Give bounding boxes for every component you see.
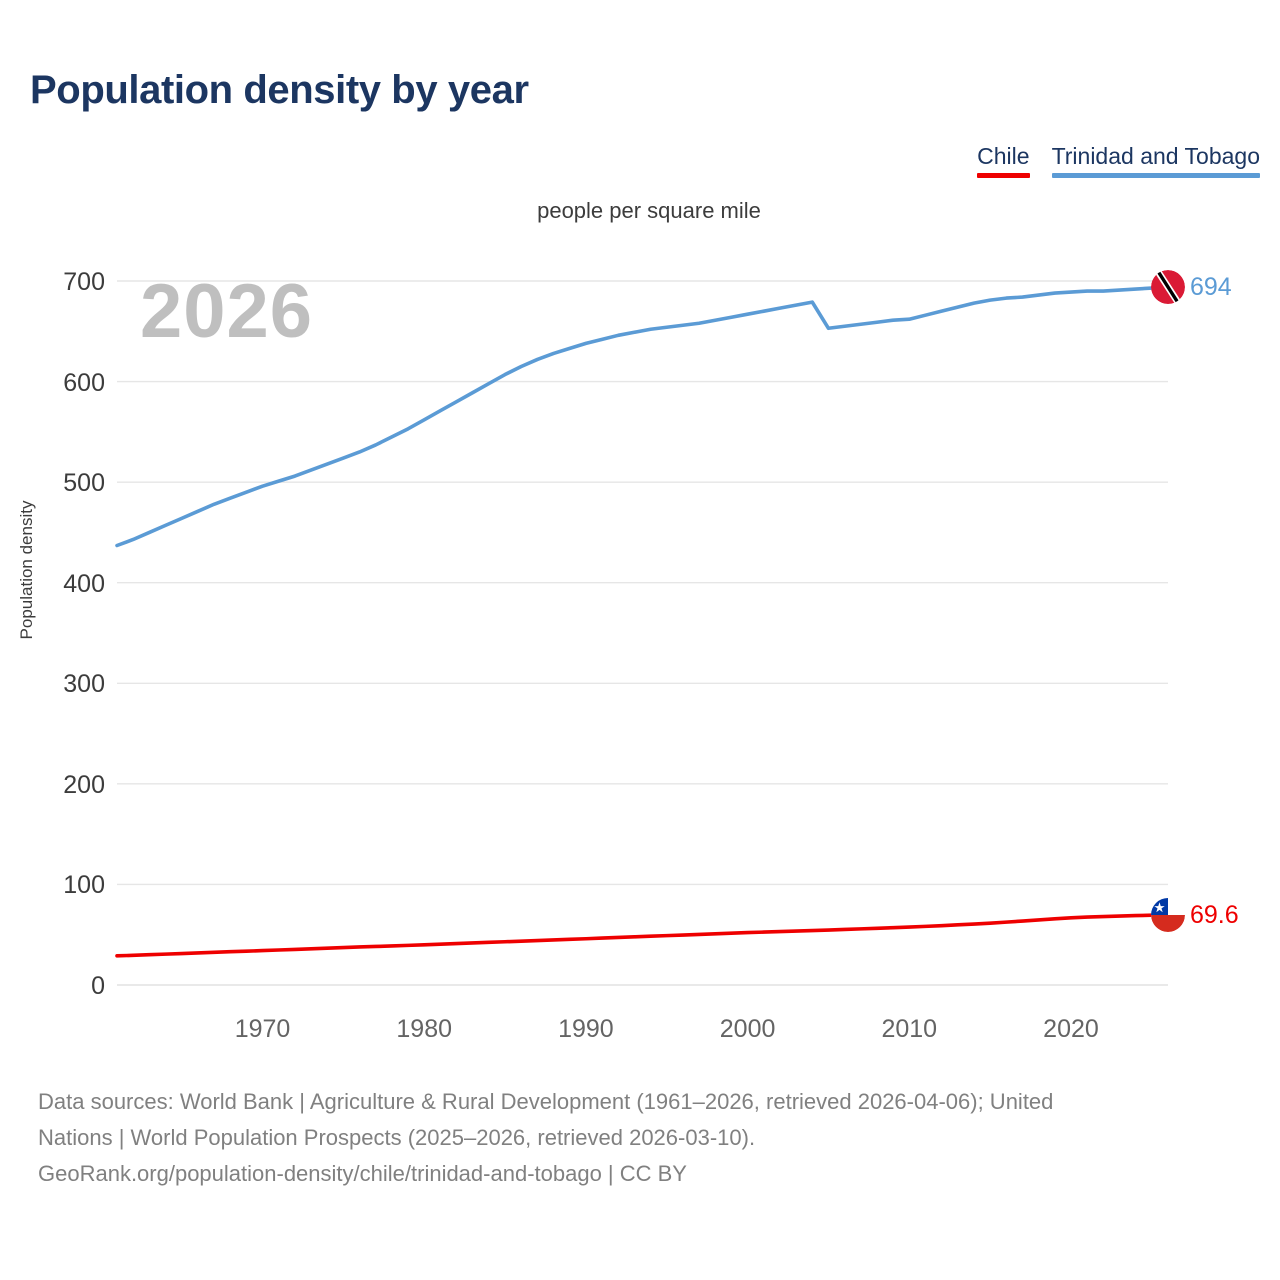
chart-legend: Chile Trinidad and Tobago bbox=[977, 143, 1260, 178]
footer-sources: Data sources: World Bank | Agriculture &… bbox=[38, 1084, 1268, 1192]
legend-label-trinidad-and-tobago: Trinidad and Tobago bbox=[1051, 143, 1260, 169]
legend-item-chile[interactable]: Chile bbox=[977, 143, 1030, 178]
y-tick-label: 100 bbox=[63, 871, 105, 900]
chart-subtitle-text: people per square mile bbox=[537, 198, 761, 223]
x-tick-label: 2000 bbox=[719, 1015, 776, 1043]
y-tick-label: 500 bbox=[63, 469, 105, 498]
footer-line-1: Data sources: World Bank | Agriculture &… bbox=[38, 1089, 1054, 1114]
footer-line-2: Nations | World Population Prospects (20… bbox=[38, 1125, 756, 1150]
series-line-chile bbox=[115, 913, 1170, 958]
y-tick-label: 0 bbox=[91, 972, 105, 1000]
y-tick-label: 400 bbox=[63, 569, 105, 598]
footer-line-3: GeoRank.org/population-density/chile/tri… bbox=[38, 1161, 687, 1186]
end-label-trinidad-and-tobago: 694 bbox=[1190, 273, 1232, 302]
legend-label-chile: Chile bbox=[977, 143, 1030, 169]
x-tick-label: 2010 bbox=[881, 1015, 938, 1043]
y-tick-label: 700 bbox=[63, 268, 105, 296]
flag-icon-chile bbox=[1151, 898, 1185, 932]
y-tick-label: 200 bbox=[63, 770, 105, 799]
legend-color-swatch-chile bbox=[977, 173, 1030, 178]
end-label-chile: 69.6 bbox=[1190, 901, 1239, 929]
x-tick-label: 1990 bbox=[558, 1015, 614, 1043]
legend-color-swatch-trinidad-and-tobago bbox=[1051, 173, 1260, 178]
y-axis-ticks: 0 100 200 300 400 500 600 700 bbox=[0, 0, 105, 1280]
y-tick-label: 600 bbox=[63, 368, 105, 397]
x-tick-label: 1970 bbox=[234, 1015, 291, 1043]
chart-subtitle: people per square mile bbox=[0, 198, 1280, 224]
x-tick-label: 2020 bbox=[1043, 1015, 1099, 1043]
watermark-year: 2026 bbox=[140, 269, 314, 354]
page-title: Population density by year bbox=[30, 68, 529, 112]
series-line-trinidad-and-tobago bbox=[115, 285, 1170, 548]
flag-icon-trinidad-and-tobago bbox=[1151, 270, 1185, 305]
legend-item-trinidad-and-tobago[interactable]: Trinidad and Tobago bbox=[1051, 143, 1260, 178]
x-tick-label: 1980 bbox=[396, 1015, 453, 1043]
y-tick-label: 300 bbox=[63, 670, 105, 699]
